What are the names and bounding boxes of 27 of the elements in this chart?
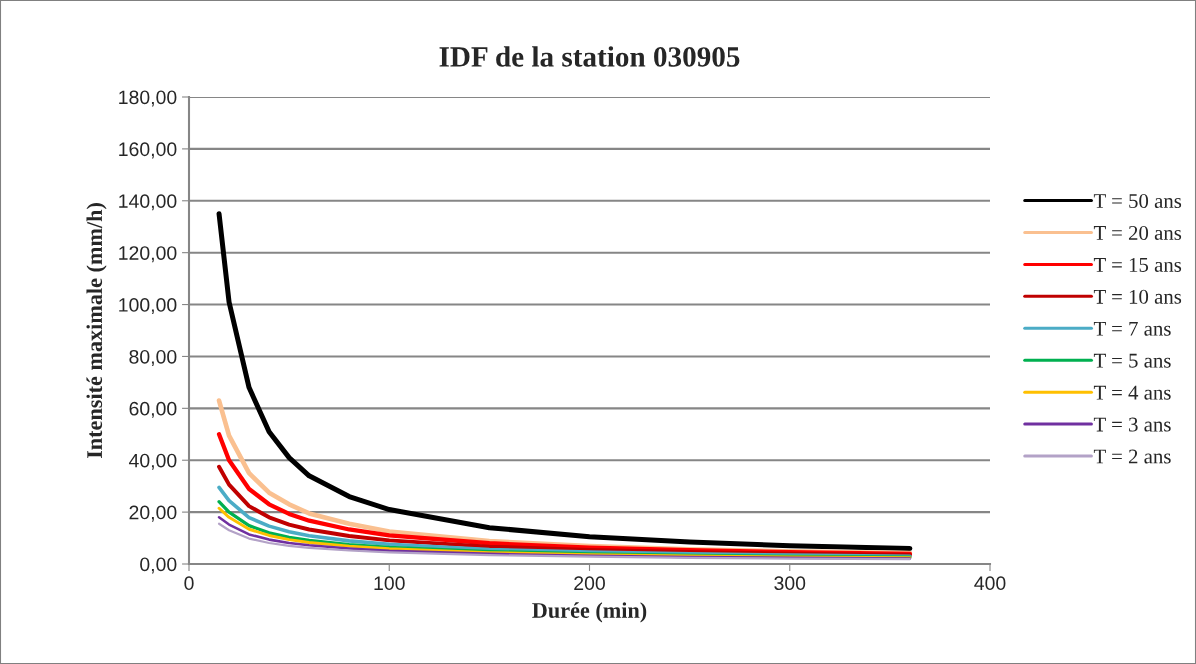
legend-label: T = 20 ans <box>1093 225 1182 240</box>
y-tick-label: 160,00 <box>119 142 177 159</box>
y-tick-label: 140,00 <box>119 194 177 211</box>
legend-label: T = 4 ans <box>1093 385 1171 400</box>
y-tick-label: 20,00 <box>129 505 177 522</box>
chart-title: IDF de la station 030905 <box>439 46 740 67</box>
y-tick-label: 80,00 <box>129 349 177 366</box>
y-tick-label: 60,00 <box>129 401 177 418</box>
legend-label: T = 3 ans <box>1093 417 1171 432</box>
legend-label: T = 15 ans <box>1093 257 1182 272</box>
legend-label: T = 5 ans <box>1093 353 1171 368</box>
y-tick-label: 100,00 <box>119 298 177 315</box>
x-tick-label: 300 <box>774 576 806 591</box>
x-tick-label: 400 <box>974 576 1006 591</box>
y-axis-title: Intensité maximale (mm/h) <box>86 203 107 459</box>
legend-label: T = 10 ans <box>1093 289 1182 304</box>
y-tick-label: 120,00 <box>119 246 177 263</box>
legend-label: T = 50 ans <box>1093 193 1182 209</box>
legend-label: T = 7 ans <box>1093 321 1171 336</box>
y-tick-label: 40,00 <box>128 453 177 470</box>
x-axis-title: Durée (min) <box>532 602 647 623</box>
x-tick-label: 100 <box>374 576 405 591</box>
x-tick-label: 0 <box>184 576 194 591</box>
legend-label: T = 2 ans <box>1093 449 1171 464</box>
y-tick-label: 180,00 <box>119 90 177 107</box>
x-tick-label: 200 <box>574 576 605 591</box>
y-tick-label: 0,00 <box>140 557 177 574</box>
